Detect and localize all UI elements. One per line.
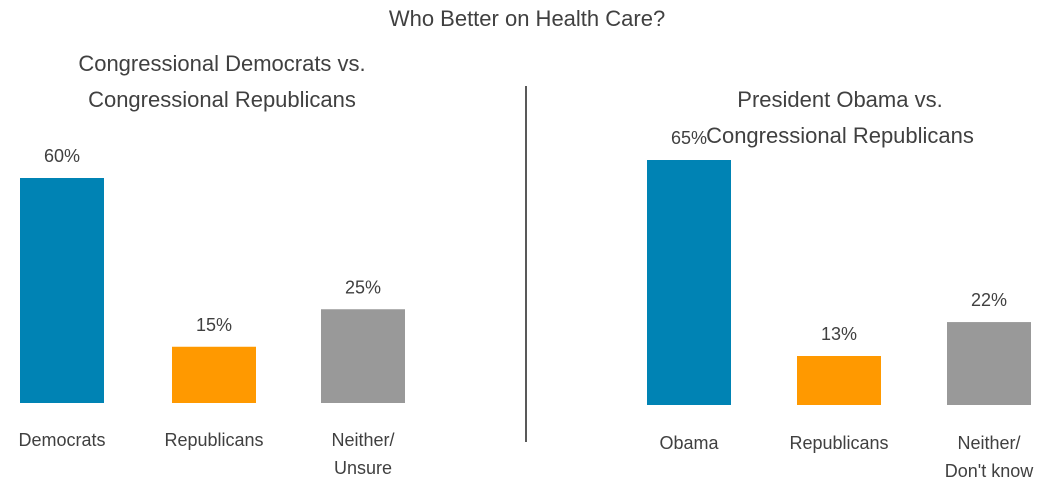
right-category-label-3-line-2: Don't know bbox=[945, 461, 1034, 481]
left-bar-3 bbox=[321, 309, 405, 403]
right-category-label-2-line-1: Republicans bbox=[789, 433, 888, 453]
right-value-label-2: 13% bbox=[821, 324, 857, 344]
left-chart-subtitle: Congressional Democrats vs. Congressiona… bbox=[22, 46, 422, 118]
right-value-label-3: 22% bbox=[971, 290, 1007, 310]
left-category-label-3-line-2: Unsure bbox=[334, 458, 392, 478]
left-category-label-3-line-1: Neither/ bbox=[331, 430, 394, 450]
right-bar-1 bbox=[647, 160, 731, 405]
left-value-label-1: 60% bbox=[44, 146, 80, 166]
left-subtitle-line-2: Congressional Republicans bbox=[88, 87, 356, 112]
left-category-label-1-line-1: Democrats bbox=[18, 430, 105, 450]
right-bar-2 bbox=[797, 356, 881, 405]
left-category-label-2-line-1: Republicans bbox=[164, 430, 263, 450]
left-value-label-3: 25% bbox=[345, 277, 381, 297]
left-subtitle-line-1: Congressional Democrats vs. bbox=[78, 51, 366, 76]
chart-title: Who Better on Health Care? bbox=[388, 6, 666, 31]
right-category-label-3-line-1: Neither/ bbox=[957, 433, 1020, 453]
right-value-label-1: 65% bbox=[671, 128, 707, 148]
right-subtitle-line-1: President Obama vs. bbox=[737, 87, 943, 112]
right-chart-subtitle: President Obama vs. Congressional Republ… bbox=[640, 82, 1040, 154]
right-subtitle-line-2: Congressional Republicans bbox=[706, 123, 974, 148]
left-value-label-2: 15% bbox=[196, 315, 232, 335]
right-category-label-1-line-1: Obama bbox=[659, 433, 719, 453]
left-bar-1 bbox=[20, 178, 104, 403]
chart-divider bbox=[525, 86, 527, 442]
left-bar-2 bbox=[172, 346, 256, 403]
right-bar-3 bbox=[947, 322, 1031, 405]
